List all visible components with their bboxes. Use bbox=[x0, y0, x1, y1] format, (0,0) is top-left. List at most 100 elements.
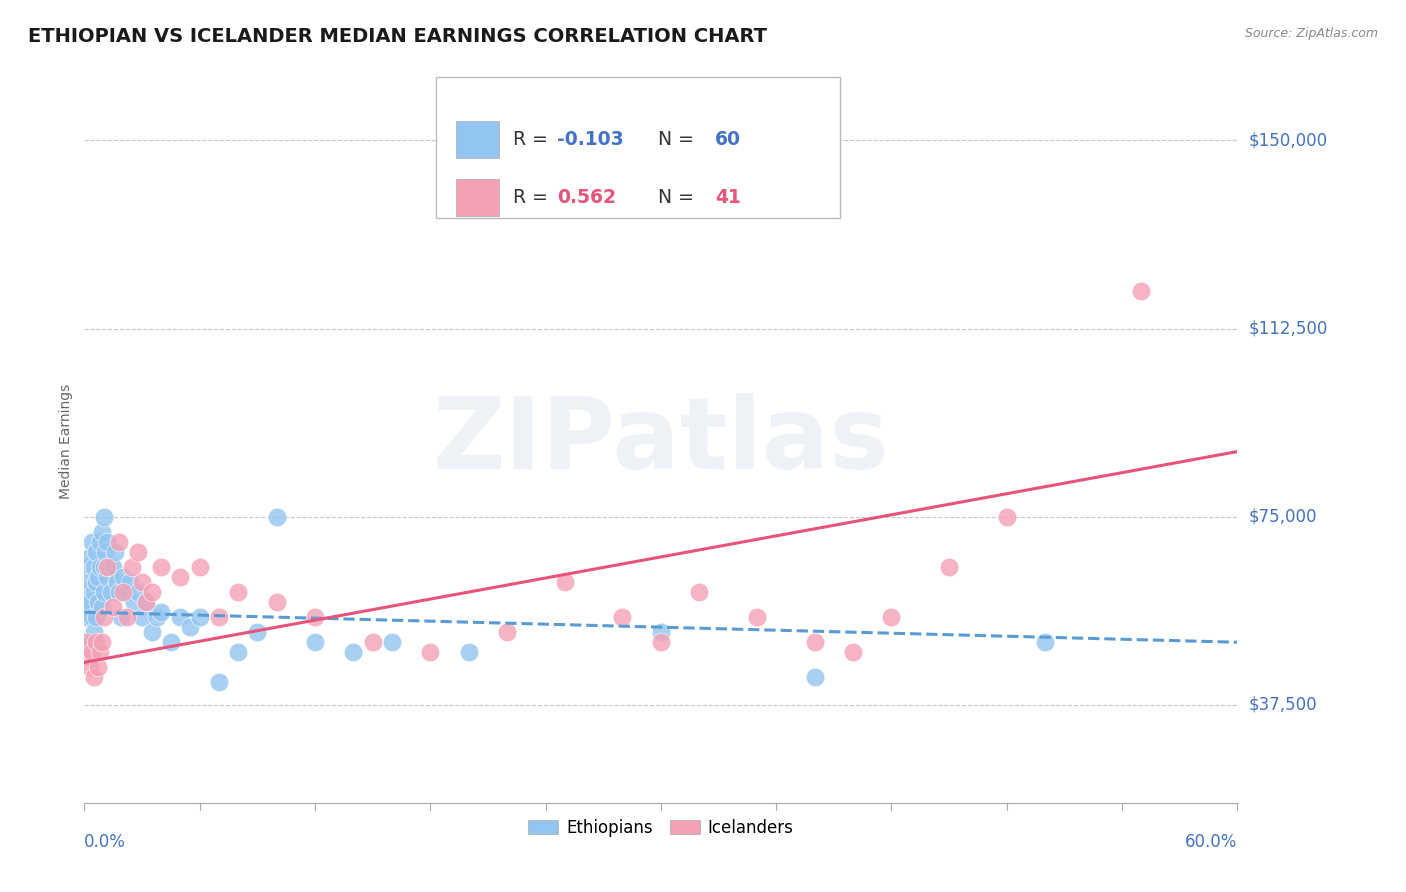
Text: R =: R = bbox=[513, 130, 554, 149]
FancyBboxPatch shape bbox=[436, 77, 839, 218]
Point bbox=[84, 545, 107, 559]
Point bbox=[880, 610, 903, 624]
Text: $37,500: $37,500 bbox=[1249, 696, 1317, 714]
Text: 0.562: 0.562 bbox=[557, 188, 616, 207]
Point bbox=[127, 545, 149, 559]
Point bbox=[80, 635, 103, 649]
Point bbox=[100, 585, 122, 599]
Point bbox=[131, 574, 153, 589]
Point bbox=[103, 600, 124, 615]
Point bbox=[169, 610, 191, 624]
Text: N =: N = bbox=[645, 188, 700, 207]
Point bbox=[90, 600, 112, 615]
Point bbox=[79, 660, 101, 674]
Point bbox=[79, 574, 101, 589]
Point bbox=[1130, 284, 1153, 298]
Point bbox=[226, 645, 249, 659]
Point bbox=[111, 585, 134, 599]
Text: 60: 60 bbox=[716, 130, 741, 149]
Point bbox=[208, 610, 231, 624]
Text: 41: 41 bbox=[716, 188, 741, 207]
Point bbox=[169, 570, 191, 584]
Point bbox=[93, 560, 115, 574]
Point bbox=[1033, 635, 1056, 649]
Point bbox=[94, 545, 117, 559]
Point bbox=[745, 610, 768, 624]
Point bbox=[457, 645, 479, 659]
Point bbox=[108, 534, 131, 549]
Point bbox=[150, 560, 173, 574]
Point bbox=[77, 560, 100, 574]
Point bbox=[87, 660, 110, 674]
Point bbox=[160, 635, 183, 649]
Point bbox=[84, 610, 107, 624]
Point bbox=[995, 509, 1018, 524]
Point bbox=[650, 625, 672, 640]
Point bbox=[77, 585, 100, 599]
Point bbox=[135, 595, 157, 609]
Text: -0.103: -0.103 bbox=[557, 130, 624, 149]
Point bbox=[96, 534, 118, 549]
Text: ETHIOPIAN VS ICELANDER MEDIAN EARNINGS CORRELATION CHART: ETHIOPIAN VS ICELANDER MEDIAN EARNINGS C… bbox=[28, 27, 768, 45]
Point bbox=[80, 645, 103, 659]
Text: ZIPatlas: ZIPatlas bbox=[433, 393, 889, 490]
Point bbox=[650, 635, 672, 649]
Point bbox=[266, 509, 288, 524]
Point bbox=[246, 625, 269, 640]
Point bbox=[84, 574, 107, 589]
Point bbox=[93, 509, 115, 524]
Text: R =: R = bbox=[513, 188, 560, 207]
Point bbox=[554, 574, 576, 589]
Point bbox=[83, 585, 105, 599]
Point bbox=[803, 635, 825, 649]
Point bbox=[108, 585, 131, 599]
Point bbox=[146, 610, 169, 624]
Point bbox=[98, 560, 121, 574]
Point bbox=[131, 610, 153, 624]
Point bbox=[83, 625, 105, 640]
Point bbox=[304, 635, 326, 649]
Point bbox=[90, 635, 112, 649]
Point bbox=[266, 595, 288, 609]
Point bbox=[105, 574, 128, 589]
Point bbox=[127, 585, 149, 599]
Point bbox=[79, 595, 101, 609]
Y-axis label: Median Earnings: Median Earnings bbox=[59, 384, 73, 500]
Legend: Ethiopians, Icelanders: Ethiopians, Icelanders bbox=[520, 810, 801, 845]
Point bbox=[80, 534, 103, 549]
Text: $112,500: $112,500 bbox=[1249, 319, 1327, 338]
Point bbox=[75, 635, 97, 649]
Point bbox=[361, 635, 384, 649]
Point bbox=[115, 585, 138, 599]
Point bbox=[342, 645, 364, 659]
Point bbox=[188, 610, 211, 624]
Point bbox=[77, 600, 100, 615]
Point bbox=[179, 620, 201, 634]
Point bbox=[688, 585, 710, 599]
Point bbox=[124, 595, 146, 609]
Point bbox=[87, 595, 110, 609]
Point bbox=[111, 570, 134, 584]
Point bbox=[90, 524, 112, 539]
Point bbox=[304, 610, 326, 624]
Point bbox=[842, 645, 865, 659]
Point bbox=[89, 560, 111, 574]
Point bbox=[612, 610, 634, 624]
Point bbox=[226, 585, 249, 599]
Point bbox=[120, 574, 142, 589]
Text: $150,000: $150,000 bbox=[1249, 131, 1327, 150]
Point bbox=[87, 570, 110, 584]
Text: N =: N = bbox=[645, 130, 700, 149]
Point bbox=[75, 610, 97, 624]
Point bbox=[93, 610, 115, 624]
Point bbox=[83, 670, 105, 684]
Point bbox=[188, 560, 211, 574]
Bar bbox=[456, 120, 499, 158]
Point bbox=[141, 585, 163, 599]
Point bbox=[938, 560, 960, 574]
Text: Source: ZipAtlas.com: Source: ZipAtlas.com bbox=[1244, 27, 1378, 40]
Point bbox=[141, 625, 163, 640]
Point bbox=[84, 635, 107, 649]
Point bbox=[803, 670, 825, 684]
Point bbox=[150, 605, 173, 619]
